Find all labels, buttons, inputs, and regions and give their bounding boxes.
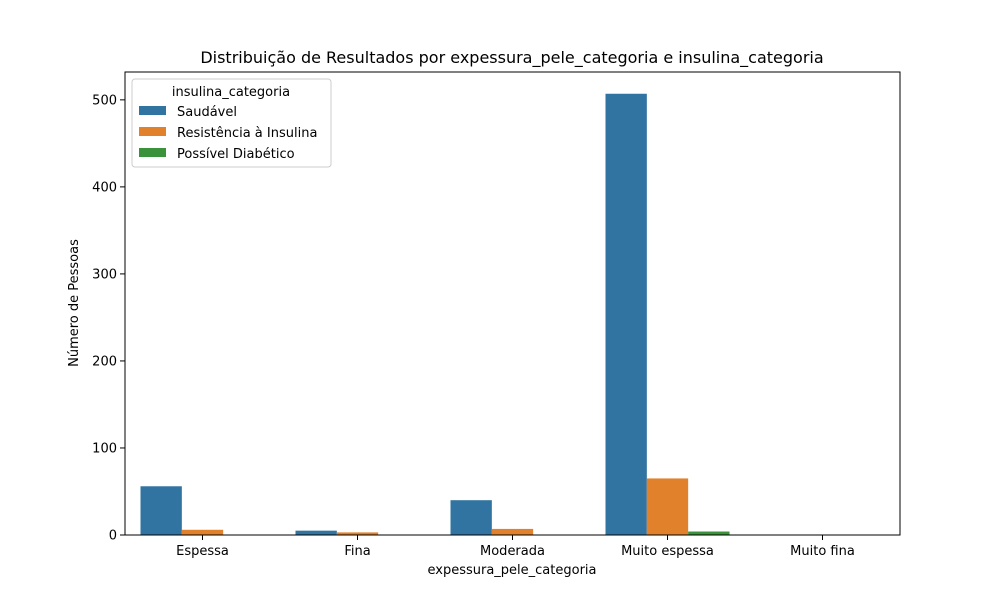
y-tick-label: 100 — [92, 441, 117, 456]
legend-title: insulina_categoria — [172, 85, 290, 100]
bar-muito-espessa-series-2 — [688, 531, 730, 535]
bar-fina-series-0 — [295, 530, 337, 535]
bar-muito-espessa-series-0 — [605, 93, 647, 536]
x-axis: Espessa Fina Moderada Muito espessa Muito fi… — [176, 535, 855, 559]
bar-espessa-series-1 — [181, 529, 224, 535]
y-tick-label: 500 — [92, 93, 117, 108]
bars-layer — [140, 93, 730, 536]
y-axis: 0 100 200 300 400 500 — [92, 93, 125, 544]
chart-title: Distribuição de Resultados por expessura… — [200, 48, 823, 68]
x-tick-label: Espessa — [176, 544, 229, 559]
y-tick-label: 400 — [92, 180, 117, 195]
x-tick-label: Muito espessa — [621, 544, 714, 559]
y-tick-label: 200 — [92, 354, 117, 369]
legend-swatch — [139, 127, 166, 136]
y-tick-label: 0 — [109, 529, 117, 544]
legend-label: Saudável — [177, 105, 237, 120]
legend-label: Resistência à Insulina — [177, 126, 317, 141]
bar-moderada-series-1 — [491, 528, 534, 535]
x-tick-label: Fina — [344, 544, 370, 559]
y-axis-label: Número de Pessoas — [67, 239, 82, 367]
legend-swatch — [139, 148, 166, 157]
bar-moderada-series-0 — [450, 500, 492, 535]
x-tick-label: Moderada — [480, 544, 545, 559]
legend-swatch — [139, 106, 166, 115]
x-axis-label: expessura_pele_categoria — [427, 563, 596, 578]
x-tick-label: Muito fina — [790, 544, 855, 559]
bar-fina-series-1 — [336, 532, 379, 535]
legend-items: Saudável Resistência à Insulina Possível D… — [139, 105, 317, 162]
y-tick-label: 300 — [92, 267, 117, 282]
bar-espessa-series-0 — [140, 486, 182, 535]
legend: insulina_categoria Saudável Resistência à… — [131, 78, 332, 168]
bar-muito-espessa-series-1 — [646, 478, 689, 535]
legend-box — [131, 78, 332, 168]
legend-label: Possível Diabético — [177, 147, 295, 162]
